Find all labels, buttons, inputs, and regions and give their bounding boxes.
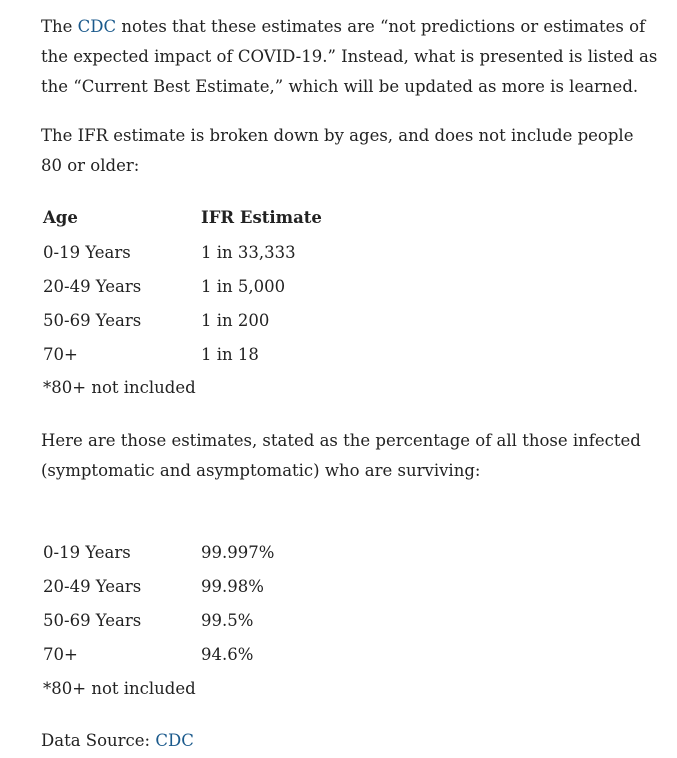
table-note: *80+ not included (41, 371, 641, 405)
age-cell: 50-69 Years (43, 611, 142, 630)
cdc-link[interactable]: CDC (77, 17, 117, 36)
age-cell: 50-69 Years (43, 311, 142, 330)
age-cell: 0-19 Years (43, 543, 131, 562)
table-row: 70+ 94.6% (41, 638, 641, 672)
ifr-cell: 1 in 200 (201, 311, 270, 330)
table-row: 0-19 Years 99.997% (41, 536, 641, 570)
survival-cell: 94.6% (201, 645, 254, 664)
age-cell: 70+ (43, 345, 78, 364)
table-row: 50-69 Years 1 in 200 (41, 304, 641, 338)
data-source: Data Source: CDC (41, 726, 194, 756)
header-ifr: IFR Estimate (201, 208, 322, 227)
text: the “Current Best Estimate,” which will … (41, 77, 639, 96)
survival-cell: 99.98% (201, 577, 264, 596)
survival-table: 0-19 Years 99.997% 20-49 Years 99.98% 50-6… (41, 536, 641, 706)
age-cell: 70+ (43, 645, 78, 664)
age-cell: 20-49 Years (43, 577, 142, 596)
text: The IFR estimate is broken down by ages,… (41, 126, 634, 145)
ifr-cell: 1 in 5,000 (201, 277, 286, 296)
note-text: *80+ not included (43, 378, 196, 397)
age-cell: 0-19 Years (43, 243, 131, 262)
table-row: 70+ 1 in 18 (41, 338, 641, 372)
text: the expected impact of COVID-19.” Instea… (41, 47, 658, 66)
paragraph-survival-intro: Here are those estimates, stated as the … (41, 426, 641, 486)
header-age: Age (43, 208, 78, 227)
text: Here are those estimates, stated as the … (41, 431, 641, 450)
age-cell: 20-49 Years (43, 277, 142, 296)
paragraph-ifr-intro: The IFR estimate is broken down by ages,… (41, 121, 633, 181)
ifr-cell: 1 in 18 (201, 345, 259, 364)
table-row: 50-69 Years 99.5% (41, 604, 641, 638)
survival-cell: 99.5% (201, 611, 254, 630)
source-label: Data Source: (41, 731, 156, 750)
survival-cell: 99.997% (201, 543, 275, 562)
text: notes that these estimates are “not pred… (116, 17, 646, 36)
text: (symptomatic and asymptomatic) who are s… (41, 461, 481, 480)
paragraph-cdc-intro: The CDC notes that these estimates are “… (41, 12, 657, 102)
table-header: Age IFR Estimate (41, 201, 641, 235)
table-note: *80+ not included (41, 672, 641, 706)
table-row: 20-49 Years 1 in 5,000 (41, 270, 641, 304)
cdc-source-link[interactable]: CDC (155, 731, 194, 750)
ifr-cell: 1 in 33,333 (201, 243, 296, 262)
ifr-table: Age IFR Estimate 0-19 Years 1 in 33,333 2… (41, 201, 641, 401)
table-row: 20-49 Years 99.98% (41, 570, 641, 604)
text: 80 or older: (41, 156, 140, 175)
table-row: 0-19 Years 1 in 33,333 (41, 236, 641, 270)
note-text: *80+ not included (43, 679, 196, 698)
text: The (41, 17, 78, 36)
